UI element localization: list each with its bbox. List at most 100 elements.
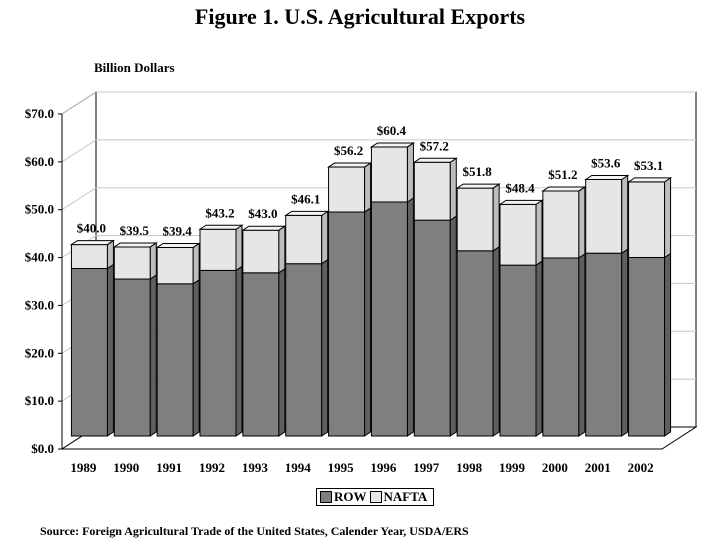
bar-top bbox=[69, 240, 116, 246]
bar-nafta bbox=[456, 187, 494, 252]
bar-nafta bbox=[70, 244, 108, 269]
x-tick-label: 1989 bbox=[70, 460, 97, 475]
gridline-side bbox=[61, 139, 97, 163]
bar-nafta bbox=[199, 228, 237, 271]
bar-side-row bbox=[492, 245, 500, 437]
bar-side-row bbox=[621, 248, 629, 437]
bar-side-nafta bbox=[235, 224, 243, 272]
bar-side-row bbox=[149, 274, 157, 437]
y-tick-label: $20.0 bbox=[25, 345, 54, 360]
bar-row bbox=[70, 268, 108, 437]
legend-swatch-row bbox=[320, 491, 332, 503]
x-tick-label: 1990 bbox=[113, 460, 139, 475]
bar-nafta bbox=[156, 246, 194, 285]
bar-top bbox=[112, 242, 158, 248]
bar-top bbox=[626, 177, 673, 183]
bar-row bbox=[413, 219, 451, 437]
bar-side-row bbox=[321, 258, 329, 437]
bar-side-row bbox=[278, 267, 286, 437]
bar-row bbox=[628, 256, 666, 437]
gridline-side bbox=[61, 187, 97, 211]
bar-total-label: $56.2 bbox=[334, 143, 363, 158]
bar-top bbox=[455, 183, 501, 189]
y-tick-label: $40.0 bbox=[25, 250, 54, 265]
bar-side-row bbox=[192, 278, 200, 437]
bar-row bbox=[242, 272, 280, 437]
x-tick-label: 1995 bbox=[328, 460, 355, 475]
bar-side-nafta bbox=[406, 142, 414, 203]
y-tick-label: $0.0 bbox=[31, 441, 54, 456]
x-tick-label: 1991 bbox=[156, 460, 182, 475]
bar-row bbox=[456, 250, 494, 437]
y-tick-label: $10.0 bbox=[25, 393, 54, 408]
bar-top bbox=[241, 225, 287, 231]
bar-top bbox=[284, 210, 330, 216]
bar-nafta bbox=[413, 161, 451, 221]
bar-top bbox=[326, 162, 373, 168]
bar-total-label: $43.0 bbox=[248, 206, 277, 221]
bar-side-nafta bbox=[106, 239, 114, 270]
bar-side-nafta bbox=[621, 174, 629, 255]
bar-side-nafta bbox=[149, 242, 157, 280]
bar-side-nafta bbox=[364, 162, 372, 213]
bar-row bbox=[585, 252, 623, 437]
bar-top bbox=[198, 224, 244, 230]
bar-side-row bbox=[535, 260, 543, 437]
bar-side-nafta bbox=[578, 186, 586, 259]
legend-label-row: ROW bbox=[334, 489, 367, 504]
bar-total-label: $51.2 bbox=[548, 167, 577, 182]
x-tick-label: 1999 bbox=[499, 460, 526, 475]
bar-total-label: $48.4 bbox=[505, 180, 535, 195]
y-axis-label: Billion Dollars bbox=[94, 60, 175, 75]
x-tick-label: 1997 bbox=[413, 460, 440, 475]
bar-total-label: $53.6 bbox=[591, 155, 621, 170]
bar-side-row bbox=[406, 197, 414, 437]
source-note: Source: Foreign Agricultural Trade of th… bbox=[40, 524, 469, 538]
bar-side-nafta bbox=[664, 176, 672, 259]
bar-row bbox=[499, 264, 537, 437]
y-tick-label: $30.0 bbox=[25, 297, 54, 312]
bar-nafta bbox=[242, 229, 280, 274]
bar-row bbox=[328, 211, 366, 437]
bar-total-label: $51.8 bbox=[463, 164, 493, 179]
chart-title: Figure 1. U.S. Agricultural Exports bbox=[194, 4, 526, 29]
legend-item-row: ROW bbox=[320, 489, 367, 505]
bar-nafta bbox=[285, 214, 323, 265]
legend-item-nafta: NAFTA bbox=[369, 489, 428, 505]
legend: ROW NAFTA bbox=[316, 488, 435, 506]
bar-side-nafta bbox=[449, 157, 457, 222]
bar-nafta bbox=[499, 203, 537, 266]
x-tick-label: 1998 bbox=[456, 460, 483, 475]
bar-nafta bbox=[328, 166, 366, 213]
bar-side-row bbox=[578, 253, 586, 437]
x-tick-label: 1994 bbox=[285, 460, 312, 475]
bar-side-nafta bbox=[535, 199, 543, 267]
bar-side-nafta bbox=[278, 225, 286, 274]
y-tick-label: $70.0 bbox=[25, 106, 54, 121]
bar-nafta bbox=[113, 246, 151, 280]
bar-side-row bbox=[364, 207, 372, 437]
x-tick-label: 1993 bbox=[242, 460, 269, 475]
bar-total-label: $43.2 bbox=[205, 205, 234, 220]
bar-total-label: $53.1 bbox=[634, 158, 663, 173]
gridline-side bbox=[61, 91, 97, 115]
bar-total-label: $60.4 bbox=[377, 123, 407, 138]
legend-label-nafta: NAFTA bbox=[383, 489, 428, 504]
bar-side-row bbox=[449, 215, 457, 437]
legend-swatch-nafta bbox=[369, 491, 382, 503]
bar-top bbox=[412, 157, 458, 163]
bar-row bbox=[285, 263, 323, 437]
bar-nafta bbox=[585, 178, 623, 254]
bar-side-row bbox=[106, 263, 114, 437]
bar-side-nafta bbox=[492, 183, 500, 252]
bar-side-row bbox=[235, 265, 243, 437]
bar-total-label: $39.4 bbox=[163, 223, 193, 238]
bar-row bbox=[370, 201, 408, 437]
bar-total-label: $57.2 bbox=[420, 138, 449, 153]
bar-row bbox=[199, 269, 237, 437]
bar-nafta bbox=[370, 146, 408, 203]
bar-side-row bbox=[664, 252, 672, 437]
bar-total-label: $46.1 bbox=[291, 191, 320, 206]
bar-top bbox=[155, 242, 201, 248]
